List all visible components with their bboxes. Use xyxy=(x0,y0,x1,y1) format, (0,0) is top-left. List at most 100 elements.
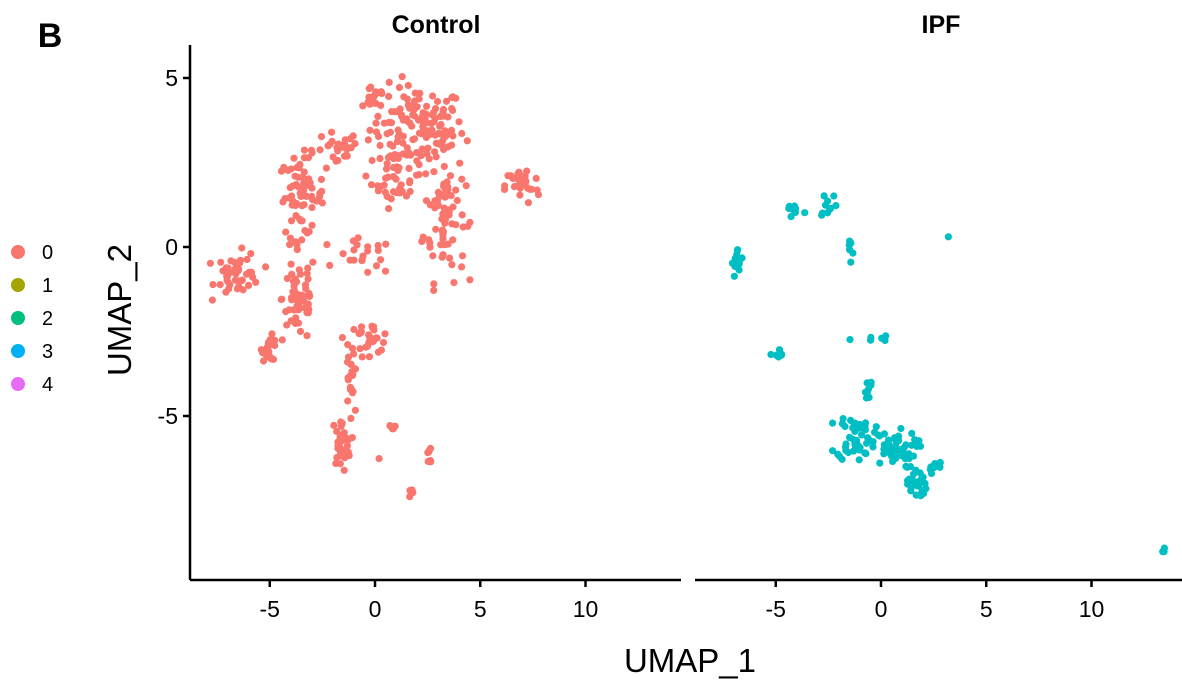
cluster-0-point xyxy=(290,154,298,162)
cluster-0-point xyxy=(424,144,432,152)
cluster-0-point xyxy=(303,332,311,340)
cluster-0-point xyxy=(430,280,438,288)
cluster-0-point xyxy=(385,78,393,86)
cluster-3-point xyxy=(730,272,739,280)
cluster-0-point xyxy=(415,161,423,169)
cluster-0-point xyxy=(294,291,302,299)
cluster-3-point xyxy=(834,450,842,458)
cluster-0-point xyxy=(408,486,416,494)
cluster-3-point xyxy=(897,424,905,433)
cluster-0-point xyxy=(459,223,467,231)
cluster-0-point xyxy=(259,357,268,365)
cluster-3-point xyxy=(871,428,879,436)
cluster-0-point xyxy=(370,92,378,100)
cluster-0-point xyxy=(433,97,442,106)
cluster-0-point xyxy=(209,281,217,289)
cluster-0-point xyxy=(277,167,286,175)
cluster-0-point xyxy=(304,302,312,310)
cluster-0-point xyxy=(305,289,313,297)
cluster-0-point xyxy=(286,241,294,249)
y-tick-label: 0 xyxy=(165,234,178,260)
panel-letter: B xyxy=(38,17,63,55)
cluster-0-point xyxy=(386,140,394,148)
cluster-0-point xyxy=(458,252,467,260)
cluster-0-point xyxy=(288,201,296,209)
cluster-0-point xyxy=(344,376,352,384)
cluster-3-point xyxy=(861,419,870,427)
cluster-0-point xyxy=(227,257,235,265)
cluster-0-point xyxy=(432,225,440,233)
cluster-0-point xyxy=(421,114,429,122)
cluster-0-point xyxy=(336,460,344,468)
cluster-0-point xyxy=(380,119,388,127)
cluster-0-point xyxy=(458,175,466,183)
facet-title-ipf: IPF xyxy=(922,11,961,39)
cluster-3-point xyxy=(858,431,866,439)
cluster-0-point xyxy=(358,256,366,264)
cluster-0-point xyxy=(399,116,407,124)
x-axis-control: -5 0 5 10 xyxy=(190,578,681,622)
cluster-0-point xyxy=(516,184,524,192)
cluster-0-point xyxy=(381,267,390,275)
x-tick-label: -5 xyxy=(260,596,280,622)
cluster-0-point xyxy=(247,250,255,258)
cluster-0-point xyxy=(384,173,392,181)
cluster-3-point xyxy=(849,424,857,432)
cluster-0-point xyxy=(398,73,406,81)
cluster-0-point xyxy=(262,263,270,271)
cluster-0-point xyxy=(238,276,246,284)
cluster-0-point xyxy=(372,128,381,136)
cluster-0-point xyxy=(243,270,251,278)
cluster-0-point xyxy=(369,323,378,331)
cluster-0-point xyxy=(453,196,461,205)
cluster-0-point xyxy=(456,159,464,167)
legend-key-4 xyxy=(11,377,25,391)
cluster-0-point xyxy=(510,183,519,191)
cluster-0-point xyxy=(286,234,294,242)
cluster-0-point xyxy=(297,192,305,200)
cluster-0-point xyxy=(300,297,308,305)
cluster-0-point xyxy=(440,134,448,142)
cluster-3-point xyxy=(907,441,916,449)
cluster-0-point xyxy=(238,244,246,252)
x-tick-label: 5 xyxy=(474,596,487,622)
cluster-0-point xyxy=(245,281,253,289)
cluster-0-point xyxy=(322,164,330,172)
cluster-3-point xyxy=(915,437,923,445)
cluster-0-point xyxy=(376,141,384,150)
facet-title-control: Control xyxy=(392,11,481,39)
x-tick-label: 10 xyxy=(573,596,599,622)
cluster-0-point xyxy=(402,192,411,200)
cluster-0-point xyxy=(372,119,380,127)
cluster-0-point xyxy=(376,154,384,163)
cluster-0-point xyxy=(437,121,445,129)
cluster-0-point xyxy=(294,298,302,306)
cluster-0-point xyxy=(433,197,441,205)
legend-key-1 xyxy=(11,278,25,292)
cluster-3-point xyxy=(918,486,926,494)
cluster-0-point xyxy=(372,262,381,270)
cluster-0-point xyxy=(374,112,382,120)
cluster-0-point xyxy=(350,325,358,334)
cluster-0-point xyxy=(423,102,431,110)
cluster-0-point xyxy=(395,83,403,92)
cluster-0-point xyxy=(426,457,435,465)
cluster-0-point xyxy=(338,419,346,427)
cluster-0-point xyxy=(348,344,357,352)
cluster-0-point xyxy=(411,89,419,97)
legend-label-1: 1 xyxy=(42,275,53,297)
cluster-3-point xyxy=(846,433,854,441)
cluster-0-point xyxy=(243,255,251,264)
cluster-0-point xyxy=(444,143,452,151)
cluster-0-point xyxy=(344,436,352,444)
cluster-0-point xyxy=(347,360,355,368)
cluster-3-point xyxy=(864,385,873,393)
y-axis: 5 0 -5 xyxy=(158,45,192,580)
cluster-0-point xyxy=(399,132,407,140)
cluster-0-point xyxy=(365,353,373,361)
cluster-0-point xyxy=(425,236,433,244)
cluster-0-point xyxy=(317,175,325,183)
cluster-3-point xyxy=(864,434,872,442)
cluster-0-point xyxy=(308,221,316,229)
cluster-0-point xyxy=(448,105,456,113)
